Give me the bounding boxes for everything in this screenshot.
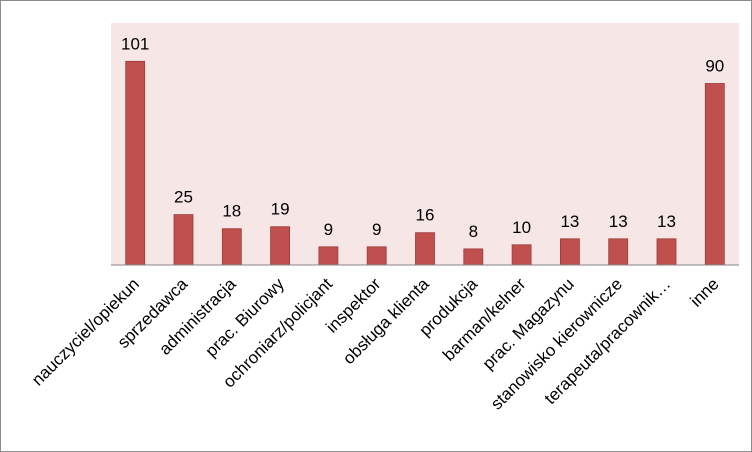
category-label: inne — [686, 274, 722, 310]
value-label: 101 — [121, 34, 149, 53]
value-label: 90 — [705, 57, 724, 76]
value-label: 18 — [222, 202, 241, 221]
bar — [125, 60, 146, 266]
value-label: 10 — [512, 218, 531, 237]
category-labels: nauczyciel/opiekunsprzedawcaadministracj… — [28, 274, 723, 413]
bar — [463, 248, 484, 266]
value-label: 13 — [609, 212, 628, 231]
bar — [366, 246, 387, 266]
value-label: 9 — [324, 220, 333, 239]
value-label: 16 — [416, 206, 435, 225]
value-label: 8 — [469, 222, 478, 241]
category-label: barman/kelner — [439, 274, 530, 365]
value-labels: 101 25 18 19 9 9 16 8 10 13 13 13 90 — [121, 34, 724, 241]
bar — [560, 238, 580, 266]
bar — [608, 238, 629, 266]
bar — [511, 244, 532, 266]
bar — [173, 214, 194, 266]
bar — [415, 232, 435, 266]
value-label: 13 — [657, 212, 676, 231]
bar — [221, 228, 242, 266]
bar — [318, 246, 339, 266]
value-label: 19 — [271, 200, 290, 219]
category-label: obsługa klienta — [339, 274, 433, 368]
bar — [656, 238, 677, 266]
bar — [704, 83, 725, 266]
value-label: 9 — [372, 220, 381, 239]
plot-area — [111, 23, 739, 265]
bar — [270, 226, 291, 266]
value-label: 25 — [174, 188, 193, 207]
value-label: 13 — [560, 212, 579, 231]
